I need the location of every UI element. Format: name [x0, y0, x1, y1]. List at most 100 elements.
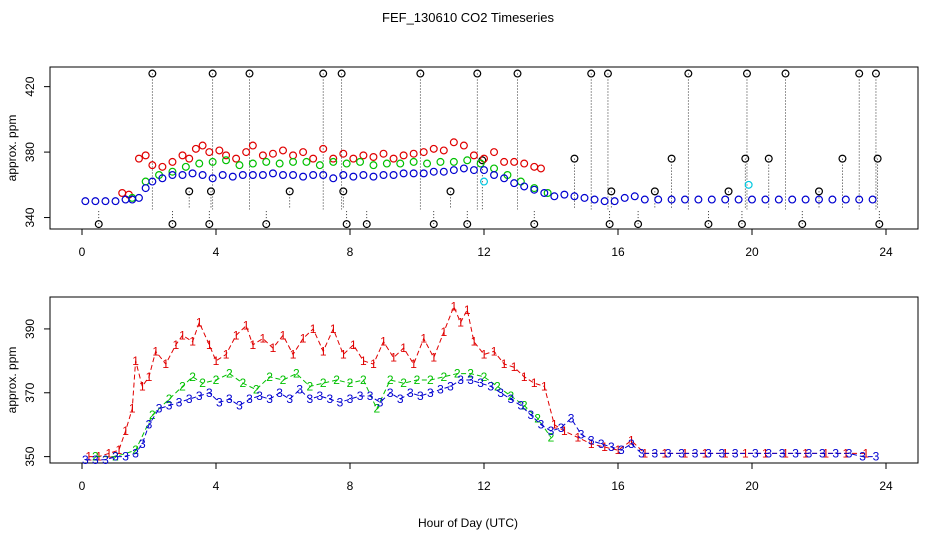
data-point-red: [134, 154, 143, 163]
data-point-blue: [590, 195, 599, 204]
data-point-red: [279, 146, 288, 155]
series-point-label-3: 3: [487, 379, 494, 393]
data-point-blue: [359, 171, 368, 180]
series-point-label-1: 1: [863, 446, 870, 460]
series-point-label-3: 3: [206, 386, 213, 400]
data-point-red: [158, 162, 167, 171]
series-point-label-1: 1: [310, 322, 317, 336]
series-point-label-3: 3: [377, 395, 384, 409]
series-point-label-1: 1: [588, 437, 595, 451]
data-point-green: [302, 157, 311, 166]
data-point-blue: [141, 184, 150, 193]
data-point-green: [369, 161, 378, 170]
data-point-black: [337, 69, 346, 78]
series-point-label-1: 1: [152, 344, 159, 358]
series-point-label-2: 2: [149, 408, 156, 422]
y-tick-label: 350: [23, 446, 37, 466]
data-point-black: [587, 69, 596, 78]
series-point-label-3: 3: [327, 392, 334, 406]
series-point-label-2: 2: [266, 370, 273, 384]
data-point-blue: [788, 195, 797, 204]
series-point-label-1: 1: [105, 446, 112, 460]
data-point-blue: [349, 172, 358, 181]
data-point-blue: [279, 171, 288, 180]
series-point-label-3: 3: [186, 392, 193, 406]
data-point-green: [463, 156, 472, 165]
x-tick-label: 12: [477, 245, 491, 259]
data-point-black: [838, 154, 847, 163]
data-point-blue: [258, 171, 267, 180]
x-tick-label: 24: [879, 479, 893, 493]
data-point-blue: [459, 164, 468, 173]
data-point-blue: [178, 171, 187, 180]
series-point-label-2: 2: [454, 367, 461, 381]
data-point-black: [416, 69, 425, 78]
series-point-label-2: 2: [253, 383, 260, 397]
data-point-green: [275, 159, 284, 168]
data-point-red: [399, 151, 408, 160]
data-point-red: [459, 141, 468, 150]
series-point-label-1: 1: [451, 300, 458, 314]
series-point-label-1: 1: [233, 328, 240, 342]
y-tick-label: 370: [23, 382, 37, 402]
series-point-label-2: 2: [373, 402, 380, 416]
data-point-green: [516, 177, 525, 186]
y-axis-label: approx. ppm: [5, 347, 19, 414]
data-point-blue: [439, 167, 448, 176]
x-tick-label: 4: [213, 479, 220, 493]
series-point-label-2: 2: [280, 373, 287, 387]
series-point-label-1: 1: [782, 446, 789, 460]
data-point-green: [423, 159, 432, 168]
data-point-blue: [734, 195, 743, 204]
x-tick-label: 4: [213, 245, 220, 259]
data-point-red: [369, 153, 378, 162]
series-point-label-3: 3: [102, 453, 109, 467]
series-point-label-3: 3: [196, 389, 203, 403]
series-point-label-1: 1: [280, 328, 287, 342]
data-point-red: [500, 157, 509, 166]
data-point-blue: [828, 195, 837, 204]
series-point-label-1: 1: [122, 424, 129, 438]
series-point-label-3: 3: [447, 379, 454, 393]
data-point-blue: [530, 185, 539, 194]
data-point-black: [446, 187, 455, 196]
data-point-red: [319, 144, 328, 153]
y-tick-label: 380: [23, 142, 37, 162]
data-point-black: [205, 220, 214, 229]
series-point-label-1: 1: [179, 328, 186, 342]
data-point-black: [607, 187, 616, 196]
data-point-black: [667, 154, 676, 163]
x-tick-label: 0: [79, 245, 86, 259]
series-point-label-2: 2: [306, 379, 313, 393]
data-point-black: [855, 69, 864, 78]
data-point-black: [94, 220, 103, 229]
series-point-label-1: 1: [531, 376, 538, 390]
data-point-red: [242, 148, 251, 157]
series-point-label-1: 1: [471, 335, 478, 349]
series-point-label-3: 3: [467, 373, 474, 387]
series-point-label-2: 2: [92, 450, 99, 464]
series-point-label-2: 2: [226, 367, 233, 381]
series-point-label-3: 3: [246, 392, 253, 406]
data-point-blue: [158, 174, 167, 183]
data-point-blue: [774, 195, 783, 204]
data-point-blue: [168, 171, 177, 180]
series-point-label-2: 2: [213, 373, 220, 387]
data-point-black: [875, 220, 884, 229]
series-point-label-3: 3: [692, 446, 699, 460]
data-point-green: [262, 157, 271, 166]
data-point-black: [724, 187, 733, 196]
series-point-label-3: 3: [558, 421, 565, 435]
x-tick-label: 16: [611, 245, 625, 259]
series-point-label-1: 1: [481, 347, 488, 361]
data-point-blue: [747, 195, 756, 204]
series-point-label-1: 1: [501, 357, 508, 371]
data-point-red: [232, 154, 241, 163]
data-point-blue: [449, 166, 458, 175]
data-point-green: [248, 159, 257, 168]
series-point-label-2: 2: [467, 367, 474, 381]
series-point-label-1: 1: [213, 354, 220, 368]
data-point-green: [382, 159, 391, 168]
data-point-blue: [500, 174, 509, 183]
